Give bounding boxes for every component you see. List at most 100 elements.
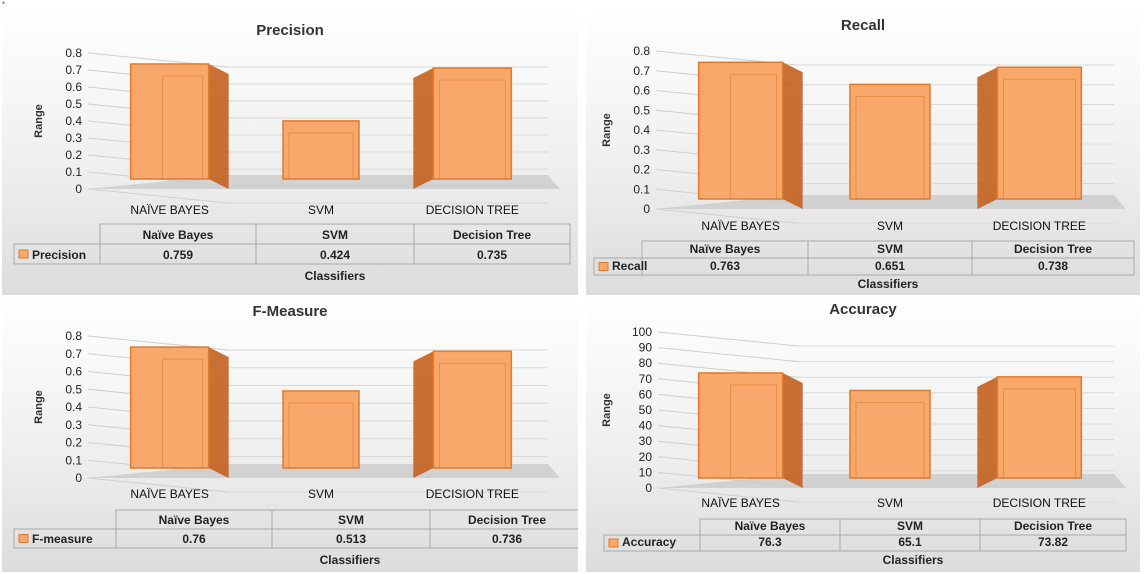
y-tick-label: 20 <box>639 450 653 464</box>
table-row-label-cell <box>603 534 701 552</box>
x-tick-label: NAÏVE BAYES <box>130 203 208 217</box>
gridline-slant <box>657 347 799 363</box>
bar-inner-edge <box>162 358 204 469</box>
y-tick-label: 0.1 <box>65 453 82 467</box>
table-row-label-cell <box>13 243 101 265</box>
bar-side <box>208 347 229 478</box>
x-tick-label: DECISION TREE <box>993 219 1086 233</box>
bar-inner-edge <box>438 362 506 469</box>
x-tick-label: DECISION TREE <box>426 487 519 501</box>
x-tick-label: SVM <box>877 496 903 510</box>
table-row-label: Precision <box>32 248 86 262</box>
x-tick-label: NAÏVE BAYES <box>701 219 779 233</box>
chart-svg: Precision Range 0 0.1 0.2 0.3 0.4 0.5 0.6 0.7 0.8 N… <box>13 22 571 283</box>
table-value: 65.1 <box>898 535 922 549</box>
bar-inner-edge <box>288 132 354 180</box>
table-row-label: F-measure <box>32 532 93 546</box>
bar-inner-edge <box>1002 388 1076 479</box>
y-tick-label: 0.5 <box>65 382 82 396</box>
table-row-label: Recall <box>612 259 647 273</box>
y-tick-label: 60 <box>639 387 653 401</box>
bar-inner-edge <box>855 96 925 200</box>
accuracy-chart-panel: Accuracy Range 0 10 20 30 40 50 60 70 80 90 100 NAÏVE… <box>586 298 1140 572</box>
chart-svg: F-Measure Range 0 0.1 0.2 0.3 0.4 0.5 0.6 0.7 0.8 N… <box>13 303 578 567</box>
bar-inner-edge <box>1002 78 1076 200</box>
legend-key <box>608 538 619 548</box>
bar-side <box>977 376 998 488</box>
bar <box>282 390 360 469</box>
bar-side <box>782 62 803 210</box>
table-value: 0.763 <box>710 259 740 273</box>
y-axis-label: Range <box>601 393 613 427</box>
corner-mark: * <box>2 0 6 8</box>
table-header-label: Naïve Bayes <box>690 242 761 256</box>
bar <box>849 83 931 200</box>
y-tick-label: 0.6 <box>633 84 650 98</box>
table-header-label: SVM <box>338 513 364 527</box>
legend-key <box>18 534 29 543</box>
x-axis-title: Classifiers <box>858 277 919 291</box>
recall-chart-panel: Recall Range 0 0.1 0.2 0.3 0.4 0.5 0.6 0.7 0.8 NAÏV… <box>586 8 1140 295</box>
x-tick-label: DECISION TREE <box>993 496 1086 510</box>
table-row-label-cell <box>13 528 117 549</box>
chart-title: Precision <box>256 22 324 39</box>
table-value: 0.759 <box>163 248 193 262</box>
y-tick-label: 0.1 <box>65 165 82 179</box>
x-tick-label: NAÏVE BAYES <box>701 496 779 510</box>
bar <box>697 372 784 479</box>
y-tick-label: 0.2 <box>633 163 650 177</box>
bar-side <box>413 68 434 189</box>
bar <box>697 61 784 200</box>
table-header-label: Naïve Bayes <box>143 228 214 242</box>
y-tick-label: 70 <box>639 372 653 386</box>
f-measure-chart-panel: F-Measure Range 0 0.1 0.2 0.3 0.4 0.5 0.6 0.7 0.8 N… <box>2 298 578 572</box>
bar-side <box>782 372 803 488</box>
table-value-cell <box>979 534 1127 552</box>
bar-inner-edge <box>730 384 778 479</box>
bar <box>432 67 513 180</box>
y-tick-label: 40 <box>639 419 653 433</box>
bar-inner-edge <box>730 73 778 200</box>
gridline-slant <box>87 477 229 493</box>
table-value: 0.651 <box>875 259 905 273</box>
precision-chart-panel: Precision Range 0 0.1 0.2 0.3 0.4 0.5 0.6 0.7 0.8 N… <box>2 9 578 295</box>
table-header-label: Decision Tree <box>1014 519 1092 533</box>
chart-title: Recall <box>841 17 885 34</box>
table-header-label: SVM <box>877 242 903 256</box>
table-header-label: Decision Tree <box>468 513 546 527</box>
chart-title: F-Measure <box>252 303 327 320</box>
y-tick-label: 0.7 <box>633 64 650 78</box>
y-tick-label: 0.3 <box>633 143 650 157</box>
y-tick-label: 30 <box>639 434 653 448</box>
y-tick-label: 0.8 <box>65 329 82 343</box>
x-axis-title: Classifiers <box>883 553 944 567</box>
x-axis-title: Classifiers <box>320 553 381 567</box>
y-tick-label: 0 <box>75 471 82 485</box>
y-tick-label: 100 <box>632 325 652 339</box>
y-tick-label: 0.4 <box>65 400 82 414</box>
table-value: 0.76 <box>182 532 206 546</box>
y-tick-label: 50 <box>639 403 653 417</box>
y-tick-label: 0.3 <box>65 418 82 432</box>
table-value: 73.82 <box>1038 535 1068 549</box>
y-tick-label: 0 <box>75 182 82 196</box>
table-value-cell <box>429 528 578 549</box>
gridline-slant <box>655 208 797 224</box>
y-tick-label: 0.5 <box>65 97 82 111</box>
table-header-label: Naïve Bayes <box>735 519 806 533</box>
bar <box>129 63 210 180</box>
legend-key <box>18 249 29 259</box>
y-axis-label: Range <box>33 104 45 138</box>
y-tick-label: 0 <box>643 202 650 216</box>
table-header-label: SVM <box>322 228 348 242</box>
y-tick-label: 0.2 <box>65 436 82 450</box>
bar-inner-edge <box>438 79 506 180</box>
table-value-cell <box>971 257 1135 276</box>
y-tick-label: 0.7 <box>65 63 82 77</box>
legend-key <box>598 262 609 271</box>
table-header-label: Naïve Bayes <box>159 513 230 527</box>
table-row-label-cell <box>593 257 643 276</box>
bar-inner-edge <box>162 75 204 180</box>
table-header-label: SVM <box>897 519 923 533</box>
